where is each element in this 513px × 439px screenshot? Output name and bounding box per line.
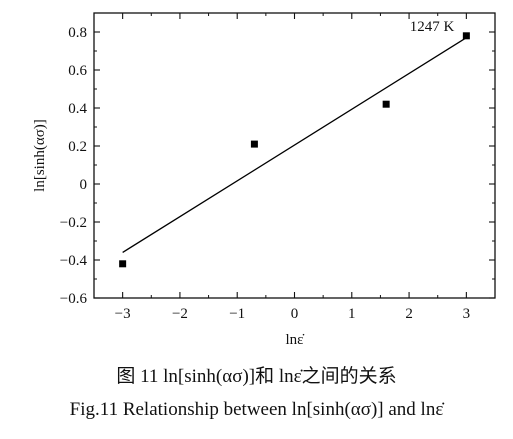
fit-line — [122, 37, 467, 253]
x-tick-label: 1 — [348, 306, 356, 322]
x-tick-label: 0 — [291, 306, 299, 322]
y-tick-label: 0.8 — [68, 25, 87, 41]
x-axis-ticks: −3 −2 −1 0 1 2 3 — [93, 13, 496, 322]
data-point — [250, 140, 258, 148]
chart: −3 −2 −1 0 1 2 3 −0.6 −0.4 −0.2 0 0.2 0.4 0.6 0.8 124… — [32, 12, 496, 348]
data-points-layer — [119, 32, 470, 268]
y-tick-label: 0.2 — [68, 139, 87, 155]
x-tick-label: −2 — [172, 306, 188, 322]
x-tick-label: 3 — [463, 306, 471, 322]
x-tick-label: −1 — [229, 306, 245, 322]
data-point — [119, 260, 127, 268]
y-tick-label: −0.4 — [60, 253, 88, 269]
figure-caption-english: Fig.11 Relationship between ln[sinh(ασ)]… — [69, 399, 444, 420]
x-axis-title: lnε̇ — [286, 332, 305, 348]
plot-frame — [93, 12, 496, 299]
y-axis-ticks: −0.6 −0.4 −0.2 0 0.2 0.4 0.6 0.8 — [60, 25, 495, 307]
plot-area-border — [93, 12, 496, 299]
y-tick-label: 0.6 — [68, 63, 87, 79]
y-tick-label: −0.2 — [60, 215, 87, 231]
series-annotation: 1247 K — [410, 19, 455, 35]
y-tick-label: 0.4 — [68, 101, 87, 117]
x-tick-label: 2 — [405, 306, 413, 322]
fit-line-layer — [122, 37, 467, 253]
y-axis-title: ln[sinh(ασ)] — [32, 119, 48, 192]
x-tick-label: −3 — [115, 306, 131, 322]
data-point — [462, 32, 470, 40]
data-point — [382, 100, 390, 108]
y-tick-label: 0 — [80, 177, 88, 193]
y-tick-label: −0.6 — [60, 291, 88, 307]
figure-caption-chinese: 图 11 ln[sinh(ασ)]和 lnε̇之间的关系 — [116, 366, 397, 387]
